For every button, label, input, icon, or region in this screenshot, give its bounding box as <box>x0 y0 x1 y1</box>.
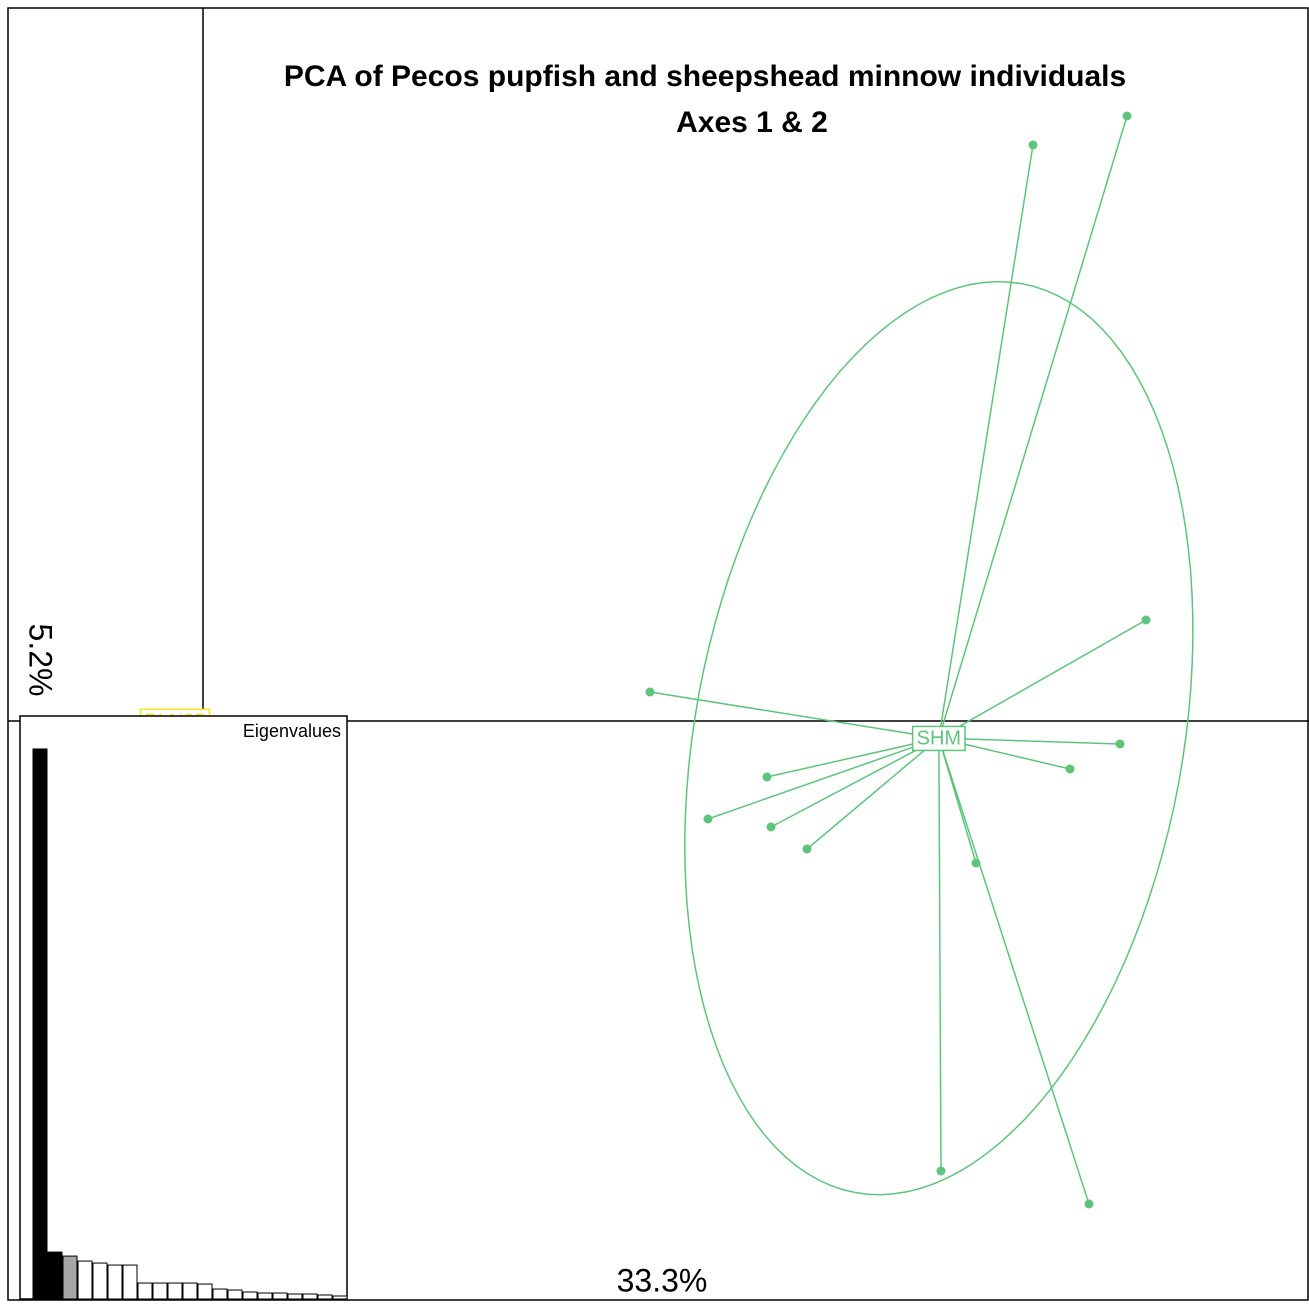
point <box>1028 140 1038 150</box>
group-label-box <box>911 725 966 752</box>
point <box>971 858 981 868</box>
eigenvalue-bar <box>197 1283 213 1300</box>
eigenvalue-inset: Eigenvalues <box>19 715 348 1300</box>
group-ellipse <box>684 280 1194 1196</box>
eigenvalue-bar <box>77 1260 93 1300</box>
inset-frame <box>19 715 348 1300</box>
point <box>1065 764 1075 774</box>
x-axis-label: 33.3% <box>617 1262 708 1298</box>
eigenvalue-bar <box>62 1255 78 1300</box>
eigenvalue-bar <box>212 1288 228 1300</box>
star-line <box>938 115 1128 739</box>
chart-title: PCA of Pecos pupfish and sheepshead minn… <box>284 60 1126 93</box>
group-label-text: SHM <box>917 727 961 749</box>
star-line <box>938 619 1147 739</box>
point <box>1084 1199 1094 1209</box>
point <box>766 822 776 832</box>
eigenvalue-bar <box>242 1291 258 1300</box>
eigenvalue-bar <box>32 748 48 1300</box>
point <box>1141 615 1151 625</box>
plot-area: SHMBLN05 <box>8 8 1309 1300</box>
eigenvalue-bar <box>47 1251 63 1300</box>
y-axis-label: 5.2% <box>23 624 59 697</box>
eigenvalue-bar <box>287 1293 303 1300</box>
point <box>645 687 655 697</box>
star-line <box>649 691 939 739</box>
star-line <box>938 144 1034 739</box>
point <box>703 814 713 824</box>
point <box>1115 739 1125 749</box>
eigenvalue-bar <box>317 1294 333 1300</box>
eigenvalue-bar <box>122 1264 138 1300</box>
group: SHM <box>645 111 1194 1209</box>
eigenvalue-bar <box>152 1282 168 1300</box>
point <box>1122 111 1132 121</box>
point <box>762 772 772 782</box>
star-line <box>806 737 940 850</box>
eigenvalue-bar <box>137 1282 153 1300</box>
point <box>936 1166 946 1176</box>
eigenvalue-bar <box>332 1295 348 1300</box>
eigenvalue-bar <box>167 1282 183 1300</box>
star-line <box>770 737 940 828</box>
chart-subtitle: Axes 1 & 2 <box>676 106 828 139</box>
eigenvalue-bar <box>92 1262 108 1300</box>
eigenvalue-bar <box>272 1292 288 1300</box>
star-line <box>766 737 940 778</box>
star-line <box>938 737 1090 1205</box>
eigenvalue-bar <box>107 1264 123 1300</box>
point <box>802 844 812 854</box>
group-label: SHM <box>911 725 966 752</box>
plot-frame <box>7 7 1309 1301</box>
eigenvalue-bar <box>182 1282 198 1300</box>
eigenvalue-bar <box>302 1293 318 1300</box>
star-line <box>938 738 942 1172</box>
eigenvalue-bar <box>257 1292 273 1300</box>
eigenvalue-bar <box>227 1289 243 1300</box>
star-line <box>938 737 1121 745</box>
star-line <box>707 737 940 820</box>
inset-title: Eigenvalues <box>243 721 341 741</box>
